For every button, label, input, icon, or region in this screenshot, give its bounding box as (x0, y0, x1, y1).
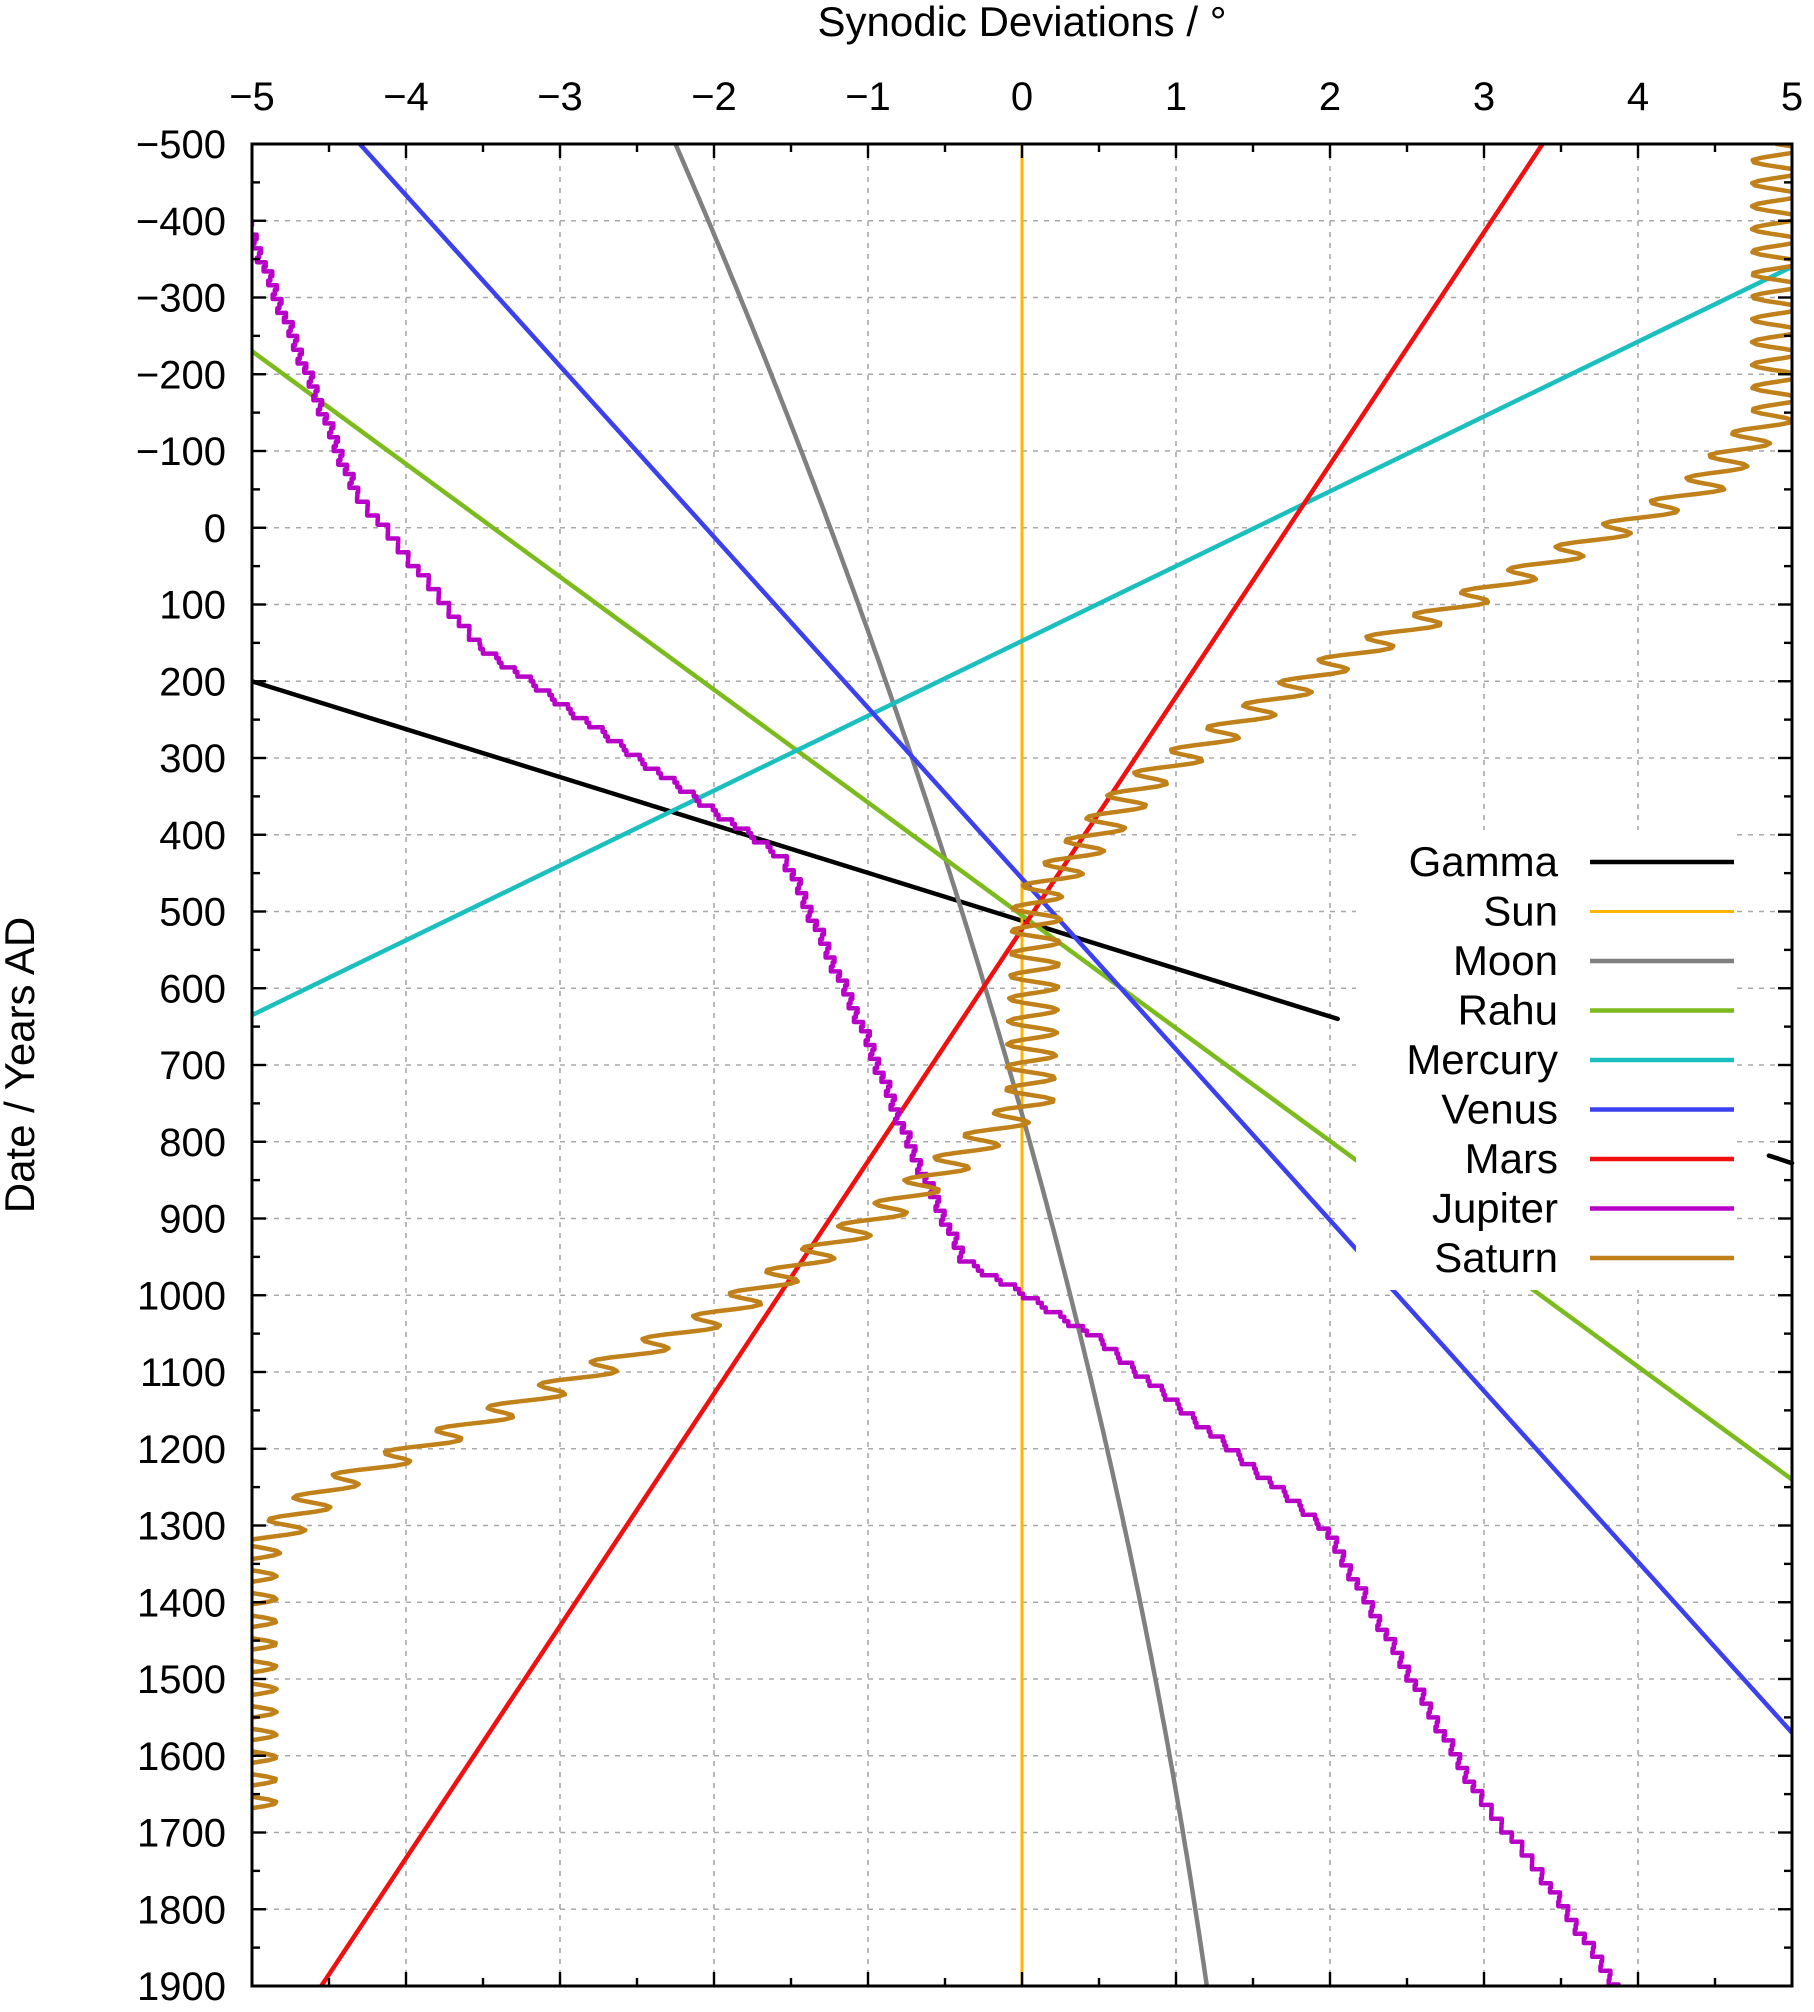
y-tick-label: 400 (159, 814, 226, 858)
legend-label: Rahu (1458, 987, 1558, 1034)
venus-series (357, 144, 1792, 1735)
y-tick-label: 1900 (137, 1965, 226, 2009)
legend-label: Mercury (1406, 1036, 1558, 1083)
y-axis-title: Date / Years AD (0, 917, 43, 1214)
y-tick-label: 1500 (137, 1658, 226, 1702)
y-tick-label: 0 (204, 507, 226, 551)
rahu-series (252, 348, 1792, 1482)
y-tick-label: −500 (136, 123, 226, 167)
y-tick-label: 1300 (137, 1505, 226, 1549)
y-tick-label: 1100 (140, 1351, 226, 1395)
y-tick-label: −300 (136, 277, 226, 321)
y-tick-label: 800 (159, 1121, 226, 1165)
axis-ticks: −5 −4 −3 −2 −1 0 1 2 3 4 5 −500 −400 −300 −200 −100 0 100… (136, 75, 1803, 2009)
x-tick-label: −1 (845, 75, 891, 119)
y-tick-label: 500 (159, 891, 226, 935)
x-tick-label: 5 (1781, 75, 1803, 119)
y-tick-label: 600 (159, 967, 226, 1011)
saturn-series (252, 144, 1792, 1811)
x-tick-label: 0 (1011, 75, 1033, 119)
jupiter-series (252, 218, 1621, 1986)
mercury-series (252, 264, 1792, 1018)
y-tick-label: 1400 (137, 1581, 226, 1625)
legend-label: Gamma (1409, 838, 1559, 885)
y-tick-label: 200 (159, 660, 226, 704)
legend-label: Venus (1441, 1086, 1558, 1133)
y-tick-label: −100 (136, 430, 226, 474)
y-tick-label: 700 (159, 1044, 226, 1088)
y-tick-label: −400 (136, 200, 226, 244)
x-tick-label: 4 (1627, 75, 1649, 119)
mars-series (319, 144, 1545, 1986)
x-tick-label: 2 (1319, 75, 1341, 119)
y-tick-label: 900 (159, 1198, 226, 1242)
legend-label: Saturn (1434, 1234, 1558, 1281)
x-tick-label: −2 (691, 75, 737, 119)
y-tick-label: 100 (159, 584, 226, 628)
legend-label: Jupiter (1432, 1185, 1558, 1232)
y-tick-label: 1600 (137, 1735, 226, 1779)
x-tick-label: 1 (1165, 75, 1187, 119)
y-tick-label: −200 (136, 353, 226, 397)
x-tick-label: 3 (1473, 75, 1495, 119)
gamma-series (252, 679, 1340, 1022)
gamma-series-tail (1766, 1153, 1795, 1166)
x-axis-title: Synodic Deviations / ° (818, 0, 1227, 45)
y-tick-label: 1200 (137, 1428, 226, 1472)
legend-label: Mars (1465, 1135, 1558, 1182)
x-tick-label: −3 (537, 75, 583, 119)
legend: GammaSunMoonRahuMercuryVenusMarsJupiterS… (1356, 830, 1795, 1290)
y-tick-label: 300 (159, 737, 226, 781)
legend-label: Sun (1483, 888, 1558, 935)
x-tick-label: −5 (229, 75, 275, 119)
series-layer (252, 144, 1792, 1986)
x-tick-label: −4 (383, 75, 429, 119)
y-tick-label: 1000 (137, 1274, 226, 1318)
moon-series (673, 144, 1210, 1986)
y-tick-label: 1700 (137, 1812, 226, 1856)
y-tick-label: 1800 (137, 1888, 226, 1932)
legend-label: Moon (1453, 937, 1558, 984)
